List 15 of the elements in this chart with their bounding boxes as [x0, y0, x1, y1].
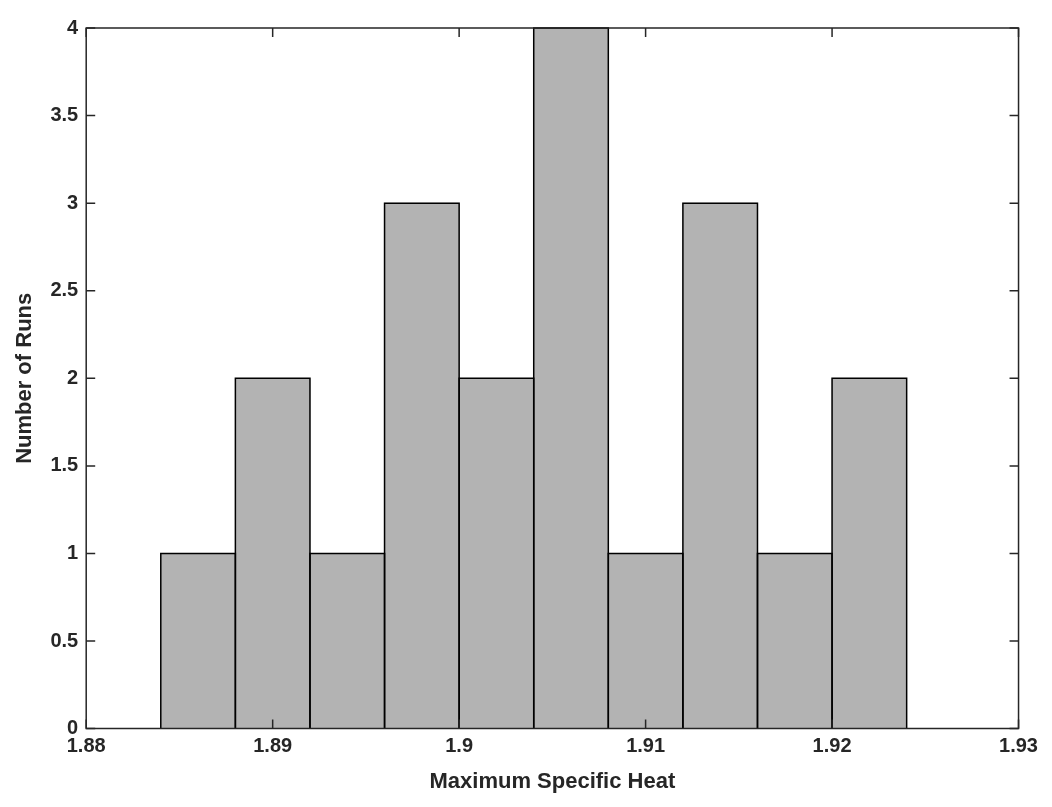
x-tick-label: 1.92: [812, 734, 852, 757]
x-axis-title: Maximum Specific Heat: [429, 767, 676, 793]
x-tick-label: 1.93: [999, 734, 1039, 757]
y-tick-label: 1.5: [50, 453, 79, 476]
y-tick-label: 2: [67, 365, 79, 388]
x-tick-label: 1.91: [626, 734, 666, 757]
y-tick-label: 3.5: [50, 103, 79, 126]
y-tick-label: 2.5: [50, 278, 79, 301]
x-tick-label: 1.9: [445, 734, 474, 757]
y-tick-label: 1: [67, 540, 79, 563]
y-tick-label: 4: [67, 15, 80, 38]
y-tick-label: 3: [67, 190, 79, 213]
y-tick-label: 0.5: [50, 628, 79, 651]
x-tick-label: 1.89: [253, 734, 293, 757]
y-axis-title: Number of Runs: [11, 292, 37, 464]
